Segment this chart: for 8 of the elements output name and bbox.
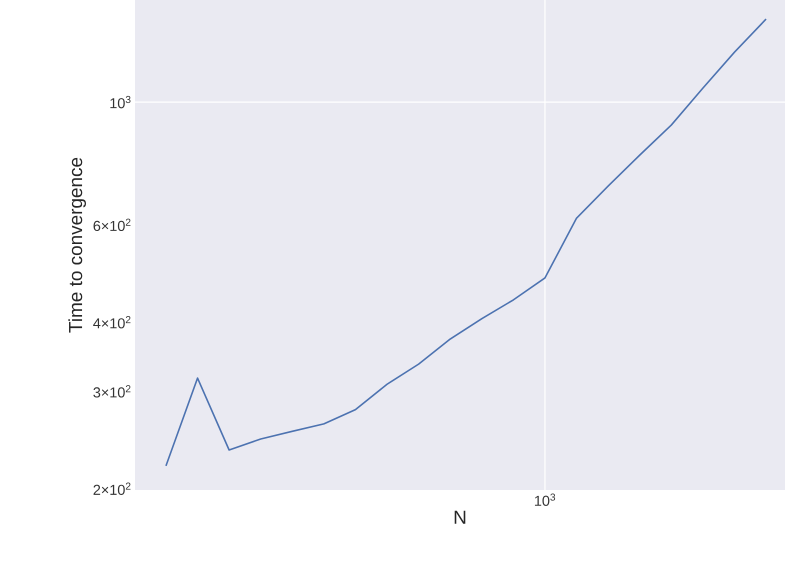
y-tick-label: 2×10$^{2}$ xyxy=(94,482,130,495)
line-series xyxy=(165,18,767,467)
y-axis-title: Time to convergence xyxy=(68,158,86,333)
y-tick-label: 6×10$^{2}$ xyxy=(94,218,130,232)
x-axis-title: N xyxy=(454,510,466,524)
y-tick-label: 3×10$^{2}$ xyxy=(93,385,130,398)
y-tick-label: 10$^{3}$ xyxy=(110,96,131,108)
y-tick-label: 4×10$^{2}$ xyxy=(93,316,130,328)
